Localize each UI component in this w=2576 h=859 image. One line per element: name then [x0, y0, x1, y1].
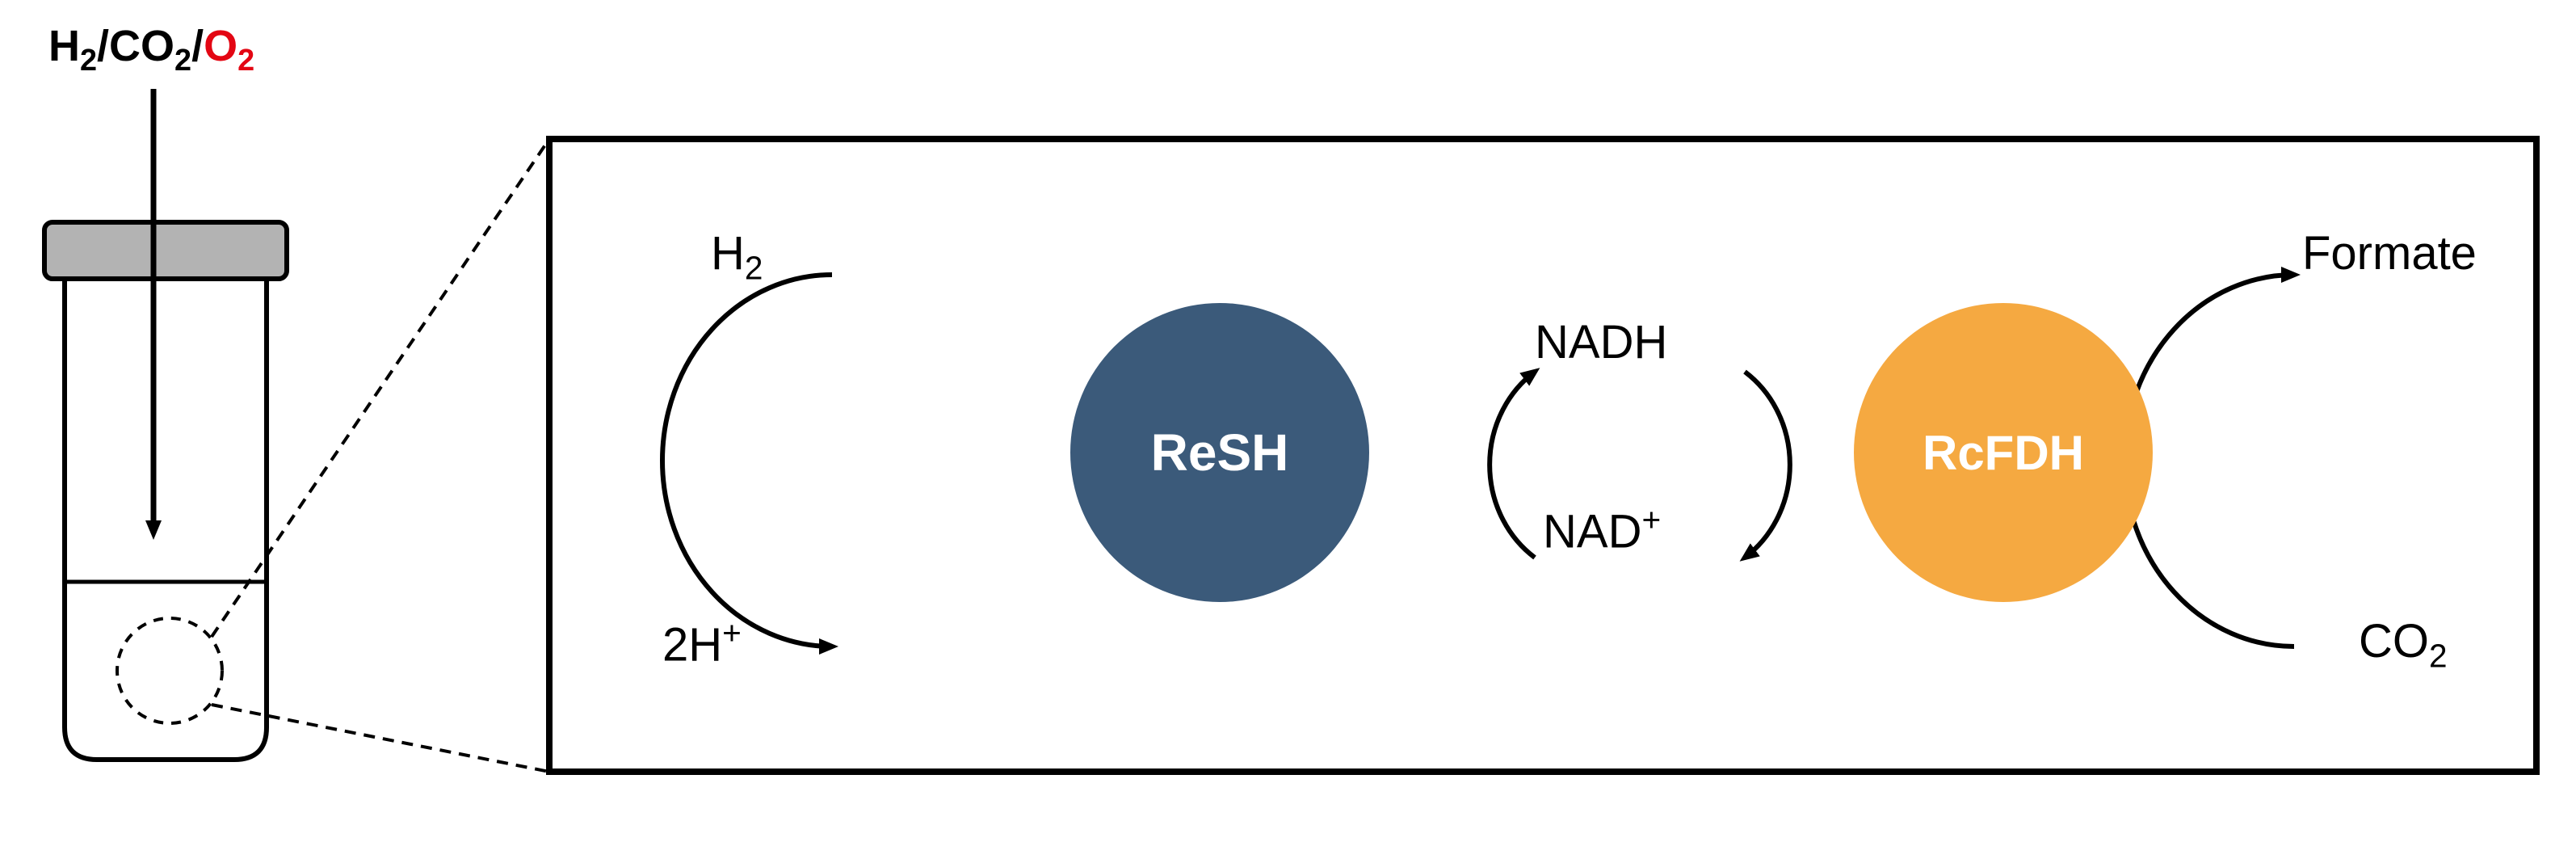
nadplus-species: NAD+ — [1543, 501, 1661, 558]
zoom-circle — [117, 618, 222, 723]
zoom-line-top — [212, 139, 549, 637]
arc-nadh-to-nadplus — [1745, 372, 1790, 558]
arc-nadplus-to-nadh — [1490, 372, 1535, 558]
resh-label: ReSH — [1151, 423, 1289, 482]
h2-species: H2 — [711, 226, 763, 288]
diagram-canvas: H2/CO2/O2 — [0, 0, 2576, 859]
resh-node: ReSH — [1070, 303, 1369, 602]
reaction-box — [549, 139, 2536, 772]
nadh-species: NADH — [1535, 315, 1667, 369]
vial-icon — [44, 222, 287, 760]
rcfdh-label: RcFDH — [1923, 425, 2084, 481]
hplus-species: 2H+ — [662, 614, 742, 672]
formate-species: Formate — [2302, 226, 2477, 280]
rcfdh-node: RcFDH — [1854, 303, 2153, 602]
co2-species: CO2 — [2359, 614, 2448, 676]
zoom-line-bottom — [212, 705, 549, 772]
arc-h2-to-hplus — [662, 275, 832, 646]
